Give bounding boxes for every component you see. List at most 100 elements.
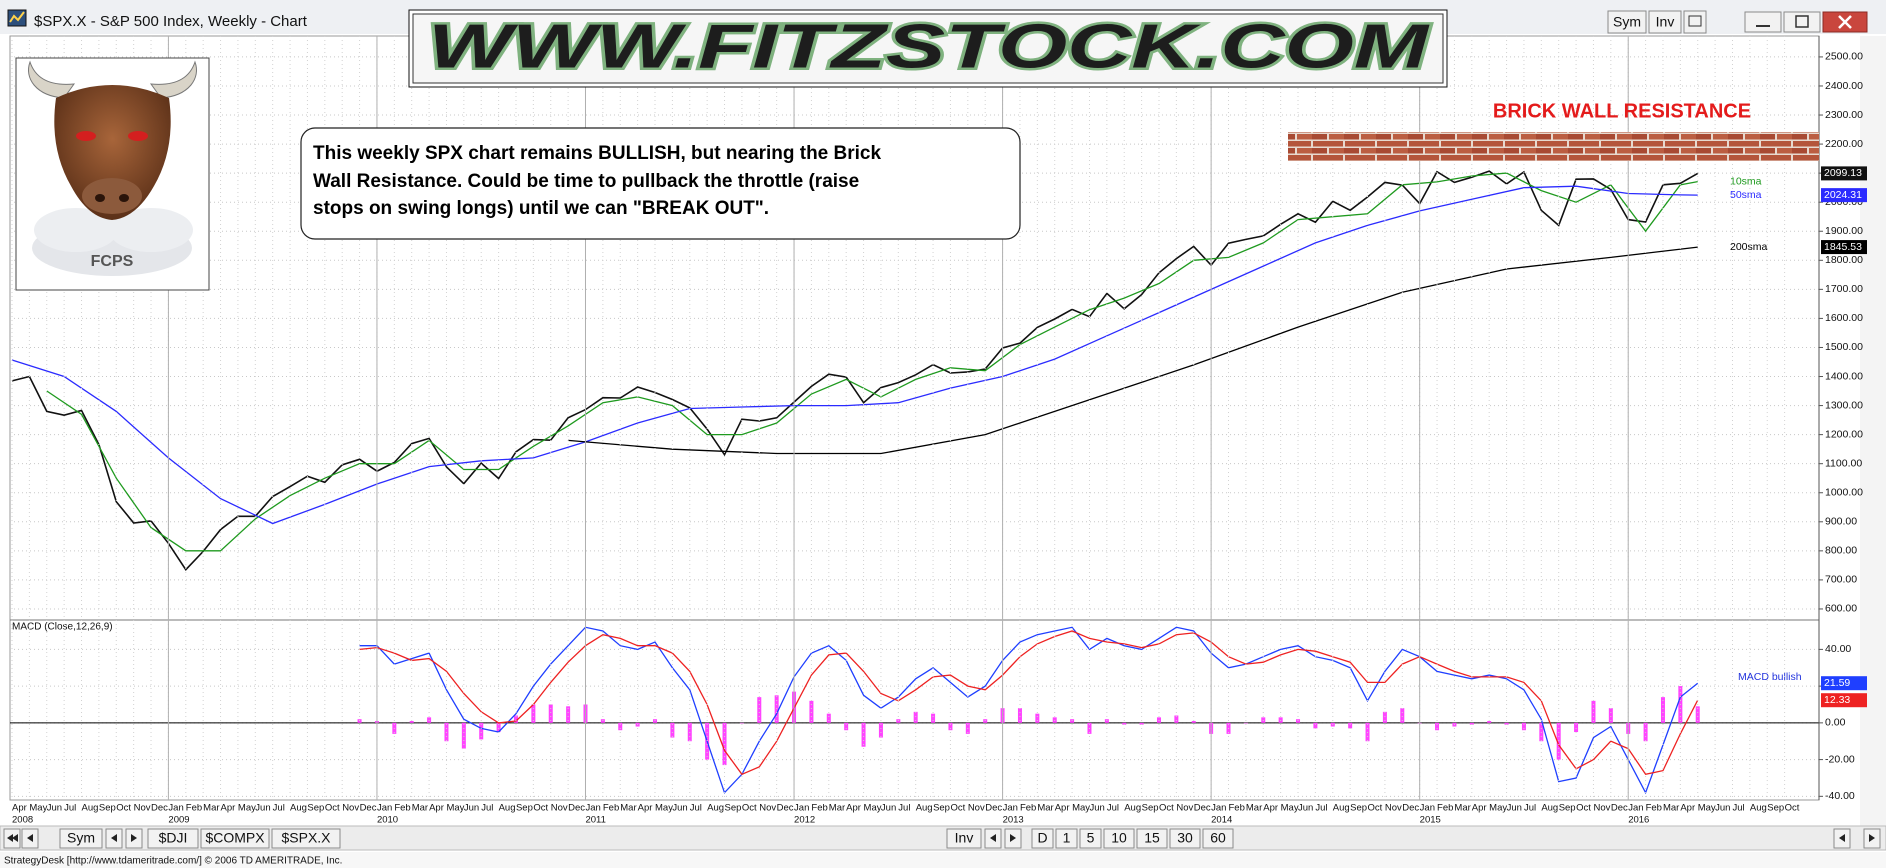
period-tab-label[interactable]: 60 (1210, 830, 1226, 846)
app-icon-graph (9, 11, 25, 23)
x-tick-label: Apr (221, 803, 236, 814)
period-tab[interactable] (1202, 828, 1234, 849)
x-tick-label: Sep (516, 803, 533, 814)
x-tick-label: Feb (603, 803, 619, 814)
period-tab[interactable] (1169, 828, 1201, 849)
x-tick-label: Mar (1037, 803, 1053, 814)
macd-histogram-bar (357, 719, 362, 723)
logo-horn (28, 60, 76, 99)
x-tick-label: Feb (1437, 803, 1453, 814)
symbol-tab[interactable] (147, 828, 199, 849)
macd-histogram-bar (1591, 700, 1596, 723)
macd-histogram-bar (931, 713, 936, 723)
x-tick-label: Apr (638, 803, 653, 814)
y-tick-label: 1700.00 (1825, 283, 1863, 295)
period-tab[interactable] (1055, 828, 1078, 849)
macd-histogram-bar (774, 695, 779, 723)
x-tick-label: Jan (585, 803, 600, 814)
settings-button[interactable] (1683, 10, 1707, 34)
macd-histogram-bar (409, 721, 414, 723)
banner-text: WWW.FITZSTOCK.COM (428, 12, 1430, 81)
macd-histogram-bar (531, 704, 536, 723)
arrow-icon (1839, 834, 1845, 842)
period-tab-label[interactable]: 10 (1111, 830, 1127, 846)
sym-tab[interactable] (59, 828, 103, 849)
macd-histogram-bar (1382, 711, 1387, 723)
resistance-label: BRICK WALL RESISTANCE (1493, 100, 1751, 122)
x-tick-label: Aug (1333, 803, 1350, 814)
active-symbol-tab-label[interactable]: $SPX.X (281, 830, 331, 846)
period-tab-label[interactable]: 30 (1177, 830, 1193, 846)
macd-histogram-bar (1608, 708, 1613, 723)
brick-wall (1288, 132, 1819, 161)
last-value-box (1821, 166, 1867, 181)
last-value-box (1821, 240, 1867, 255)
x-tick-label: Mar (620, 803, 636, 814)
macd-histogram-bar (896, 719, 901, 723)
sym-button[interactable] (1607, 10, 1647, 34)
x-tick-label: Mar (1454, 803, 1470, 814)
y-tick-label: 1300.00 (1825, 399, 1863, 411)
symbol-tab[interactable] (200, 828, 270, 849)
arrow-icon (990, 834, 996, 842)
x-tick-label: Nov (759, 803, 776, 814)
symbol-tab-label[interactable]: $COMPX (205, 830, 265, 846)
x-tick-label: May (238, 803, 256, 814)
macd-histogram-bar (566, 706, 571, 723)
symbol-tab-label[interactable]: $DJI (159, 830, 188, 846)
macd-histogram-bar (1400, 708, 1405, 723)
x-tick-label: Aug (1541, 803, 1558, 814)
active-symbol-tab[interactable] (271, 828, 341, 849)
inv-button-label[interactable]: Inv (1656, 14, 1675, 30)
maximize-icon (1795, 15, 1809, 28)
last-value-label: 2099.13 (1824, 167, 1862, 179)
x-tick-label: Nov (342, 803, 359, 814)
x-tick-label: Sep (725, 803, 742, 814)
inv-tab[interactable] (946, 828, 982, 849)
macd-histogram-bar (1504, 722, 1509, 725)
x-tick-label: Nov (1593, 803, 1610, 814)
x-tick-label: May (655, 803, 673, 814)
maximize-button[interactable] (1783, 11, 1821, 33)
minimize-button[interactable] (1744, 11, 1782, 33)
period-tab[interactable] (1103, 828, 1135, 849)
logo-eye (128, 131, 148, 141)
note-box (300, 127, 1021, 240)
logo-caption: FCPS (91, 253, 134, 270)
period-tab-label[interactable]: 5 (1087, 830, 1095, 846)
period-tab[interactable] (1079, 828, 1102, 849)
macd-histogram-bar (1191, 721, 1196, 723)
macd-histogram-bar (1521, 722, 1526, 731)
x-tick-label: Oct (1576, 803, 1591, 814)
x-tick-label: Jan (377, 803, 392, 814)
macd-histogram-bar (1695, 706, 1700, 723)
logo-nostril (119, 194, 129, 202)
note-line: This weekly SPX chart remains BULLISH, b… (313, 143, 881, 164)
x-year-label: 2013 (1003, 815, 1024, 826)
x-tick-label: Nov (134, 803, 151, 814)
series-line (11, 170, 1699, 571)
y-tick-label: 2200.00 (1825, 138, 1863, 150)
sym-button-label[interactable]: Sym (1613, 14, 1641, 30)
series-line (359, 626, 1699, 795)
x-tick-label: Sep (1142, 803, 1159, 814)
series-label: 200sma (1730, 241, 1768, 253)
x-tick-label: Oct (1368, 803, 1383, 814)
macd-histogram-bar (861, 722, 866, 747)
x-tick-label: Jul (898, 803, 910, 814)
x-tick-label: Jun (1298, 803, 1313, 814)
period-tab-label[interactable]: 15 (1144, 830, 1160, 846)
x-tick-label: Jun (255, 803, 270, 814)
x-tick-label: Jul (690, 803, 702, 814)
x-tick-label: Dec (985, 803, 1002, 814)
period-tab[interactable] (1031, 828, 1054, 849)
period-tab[interactable] (1136, 828, 1168, 849)
inv-tab-label[interactable]: Inv (955, 830, 974, 846)
sym-tab-label[interactable]: Sym (67, 830, 95, 846)
logo-cloud (109, 208, 193, 252)
period-tab-label[interactable]: D (1037, 830, 1047, 846)
period-tab-label[interactable]: 1 (1063, 830, 1071, 846)
inv-button[interactable] (1648, 10, 1682, 34)
macd-histogram-bar (513, 715, 518, 723)
x-tick-label: Apr (1680, 803, 1695, 814)
